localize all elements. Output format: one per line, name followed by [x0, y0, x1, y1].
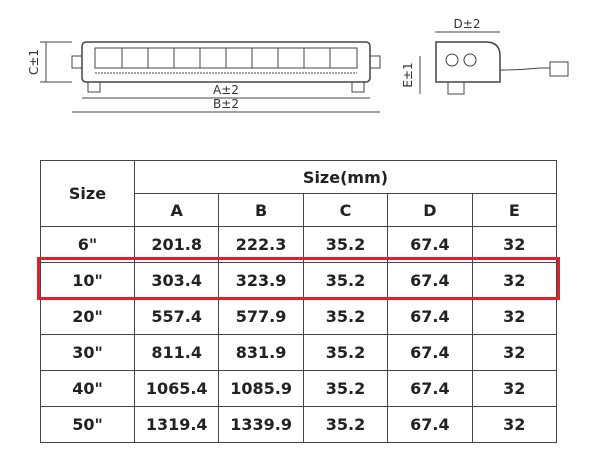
- highlight-box: [37, 257, 560, 300]
- value-cell: 35.2: [302, 226, 389, 263]
- value-cell: 1339.9: [218, 406, 304, 443]
- size-cell: 20": [40, 298, 135, 335]
- header-cell: B: [218, 193, 304, 227]
- led-cells: [121, 48, 331, 68]
- value-cell: 67.4: [387, 334, 473, 371]
- bracket: [447, 82, 465, 95]
- brackets: [87, 82, 365, 93]
- value-cell: 32: [471, 298, 558, 335]
- dim-label: C±1: [27, 49, 41, 75]
- value-cell: 35.2: [302, 370, 389, 407]
- value-cell: 831.9: [218, 334, 304, 371]
- end-tab: [71, 55, 83, 69]
- value-cell: 67.4: [387, 406, 473, 443]
- size-cell: 30": [40, 334, 135, 371]
- value-cell: 67.4: [387, 226, 473, 263]
- dim-label: D±2: [454, 17, 481, 31]
- table-row: 6" 201.8 222.3 35.2 67.4 32: [40, 226, 558, 263]
- light-bar: [81, 41, 371, 83]
- table-row: 30" 811.4 831.9 35.2 67.4 32: [40, 334, 558, 371]
- value-cell: 32: [471, 226, 558, 263]
- header-cell: C: [302, 193, 389, 227]
- table-row: 50" 1319.4 1339.9 35.2 67.4 32: [40, 406, 558, 443]
- header-cell: Size: [40, 160, 135, 227]
- dim-label: E±1: [401, 62, 415, 87]
- value-cell: 35.2: [302, 334, 389, 371]
- value-cell: 35.2: [302, 298, 389, 335]
- value-cell: 577.9: [218, 298, 304, 335]
- dim-label: A±2: [213, 83, 239, 97]
- value-cell: 35.2: [302, 406, 389, 443]
- screw: [463, 53, 477, 67]
- value-cell: 303.4: [133, 262, 220, 299]
- size-cell: 40": [40, 370, 135, 407]
- side-view: [435, 41, 501, 83]
- table-row: 40" 1065.4 1085.9 35.2 67.4 32: [40, 370, 558, 407]
- value-cell: 32: [471, 262, 558, 299]
- header-cell: A: [133, 193, 220, 227]
- value-cell: 67.4: [387, 298, 473, 335]
- header-cell: D: [387, 193, 473, 227]
- value-cell: 32: [471, 370, 558, 407]
- drawing: C±1 A±2 B±2 D±2 E±1: [27, 17, 569, 113]
- value-cell: 201.8: [133, 226, 220, 263]
- size-cell: 10": [40, 262, 135, 299]
- header-cell: Size(mm): [134, 160, 557, 194]
- end-tab: [369, 55, 381, 69]
- table-row: 10" 303.4 323.9 35.2 67.4 32: [40, 262, 558, 299]
- value-cell: 1319.4: [133, 406, 220, 443]
- value-cell: 811.4: [133, 334, 220, 371]
- value-cell: 1065.4: [133, 370, 220, 407]
- value-cell: 32: [471, 334, 558, 371]
- size-table: Size Size(mm) A B C D E 6" 201.8 222.3 35.2 67.4 32 1…: [40, 160, 558, 443]
- table-row: Size Size(mm): [40, 160, 557, 227]
- value-cell: 32: [471, 406, 558, 443]
- cable: [499, 67, 550, 71]
- value-cell: 557.4: [133, 298, 220, 335]
- size-cell: 50": [40, 406, 135, 443]
- header-cell: E: [471, 193, 558, 227]
- dim-label: B±2: [213, 97, 239, 111]
- screw: [445, 53, 459, 67]
- value-cell: 67.4: [387, 370, 473, 407]
- table-row: 20" 557.4 577.9 35.2 67.4 32: [40, 298, 558, 335]
- value-cell: 1085.9: [218, 370, 304, 407]
- connector: [549, 61, 569, 77]
